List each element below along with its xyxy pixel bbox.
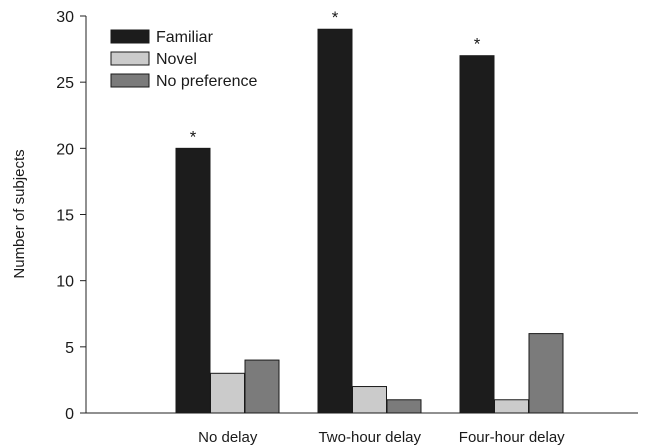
- legend-label: Novel: [156, 51, 197, 68]
- y-tick-label: 0: [65, 406, 74, 423]
- bar-familiar: [175, 147, 211, 414]
- bar-novel: [210, 372, 245, 414]
- bar-novel: [494, 399, 529, 414]
- bar-no-preference: [386, 399, 422, 414]
- x-tick-label: No delay: [198, 429, 258, 446]
- bar-novel: [352, 386, 387, 414]
- legend-label: Familiar: [156, 29, 214, 46]
- y-tick-label: 25: [56, 75, 74, 92]
- bar-group: [175, 28, 564, 414]
- legend-swatch: [110, 29, 150, 44]
- x-tick-label: Two-hour delay: [318, 429, 421, 446]
- y-tick-group: 0 5 10 15 20 25 30: [56, 9, 86, 423]
- y-tick-label: 20: [56, 141, 74, 158]
- legend: Familiar Novel No preference: [110, 29, 257, 90]
- significance-marker: *: [332, 8, 339, 27]
- bar-no-preference: [528, 333, 564, 414]
- y-tick-label: 10: [56, 274, 74, 291]
- legend-swatch: [110, 73, 150, 88]
- y-tick-label: 5: [65, 340, 74, 357]
- bar-familiar: [317, 28, 353, 414]
- bar-no-preference: [244, 359, 280, 414]
- significance-marker: *: [474, 35, 481, 54]
- significance-marker: *: [190, 127, 197, 146]
- legend-swatch: [110, 51, 150, 66]
- y-axis: 0 5 10 15 20 25 30: [56, 9, 87, 423]
- y-axis-title: Number of subjects: [11, 149, 28, 278]
- annotation-group: * * *: [190, 8, 481, 146]
- x-tick-label: Four-hour delay: [459, 429, 565, 446]
- x-tick-label-group: No delay Two-hour delay Four-hour delay: [198, 429, 565, 446]
- bar-familiar: [459, 55, 495, 414]
- y-tick-label: 15: [56, 208, 74, 225]
- x-axis: No delay Two-hour delay Four-hour delay: [86, 412, 638, 446]
- y-tick-label: 30: [56, 9, 74, 26]
- legend-label: No preference: [156, 73, 257, 90]
